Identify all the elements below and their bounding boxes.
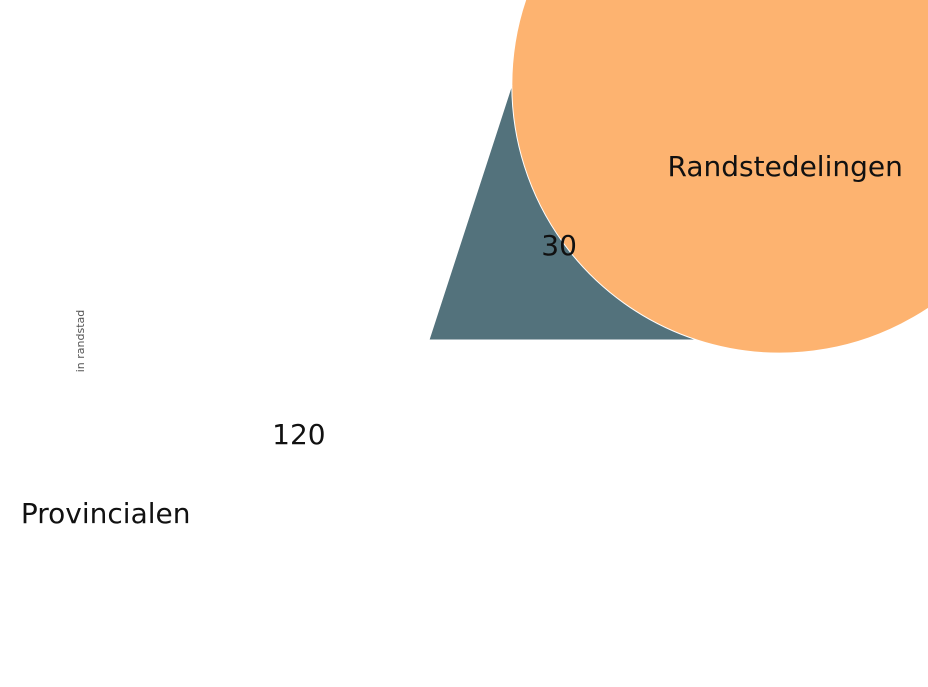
- pie-slice-randstedelingen: [428, 84, 698, 341]
- slices-layer: [428, 0, 928, 354]
- y-axis-label: in randstad: [74, 310, 87, 373]
- pie-value-label-provincialen: 120: [272, 418, 325, 451]
- labels-layer: 120 Provincialen 30 Randstedelingen: [21, 150, 903, 530]
- pie-category-label-provincialen: Provincialen: [21, 497, 191, 530]
- pie-category-label-randstedelingen: Randstedelingen: [667, 150, 902, 183]
- pie-value-label-randstedelingen: 30: [541, 229, 577, 262]
